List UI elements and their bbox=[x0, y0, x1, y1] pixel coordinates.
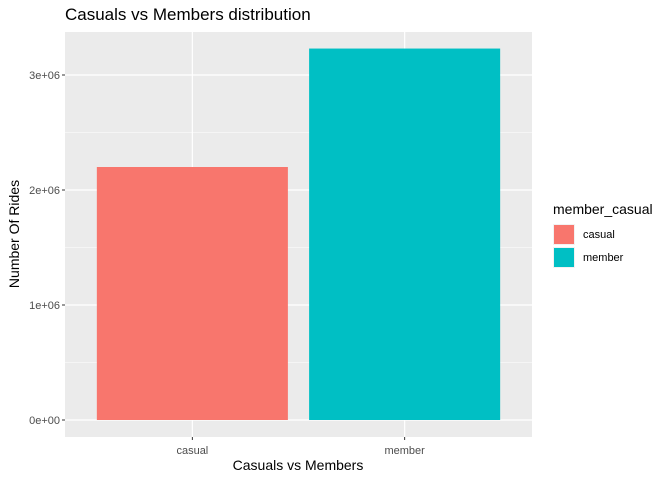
bar-member bbox=[309, 48, 501, 421]
bars bbox=[96, 48, 501, 421]
legend-swatch-member bbox=[554, 248, 574, 267]
x-tick-label: casual bbox=[176, 445, 208, 457]
x-tick-label: member bbox=[384, 445, 425, 457]
legend: member_casual casual member bbox=[553, 201, 653, 268]
x-axis-title: Casuals vs Members bbox=[233, 457, 364, 473]
y-axis: 0e+00 1e+06 2e+06 3e+06 bbox=[29, 70, 65, 427]
chart-title: Casuals vs Members distribution bbox=[65, 5, 311, 24]
y-axis-title: Number Of Rides bbox=[6, 180, 22, 288]
bar-casual bbox=[96, 167, 288, 420]
legend-label-member: member bbox=[583, 252, 624, 264]
y-tick-label: 0e+00 bbox=[29, 415, 60, 427]
legend-swatch-casual bbox=[554, 225, 574, 244]
y-tick-label: 3e+06 bbox=[29, 70, 60, 82]
y-tick-label: 1e+06 bbox=[29, 300, 60, 312]
y-tick-label: 2e+06 bbox=[29, 185, 60, 197]
legend-title: member_casual bbox=[553, 201, 653, 217]
x-axis: casual member bbox=[176, 437, 425, 457]
legend-label-casual: casual bbox=[583, 229, 615, 241]
